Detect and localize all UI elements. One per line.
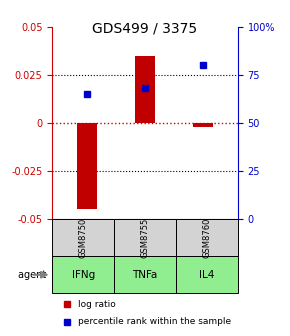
FancyBboxPatch shape: [114, 256, 176, 293]
Text: TNFa: TNFa: [132, 270, 158, 280]
FancyBboxPatch shape: [52, 219, 114, 256]
Text: GSM8760: GSM8760: [202, 217, 211, 258]
Text: agent: agent: [18, 270, 49, 280]
Bar: [193, 123, 213, 127]
FancyBboxPatch shape: [114, 219, 176, 256]
Bar: [77, 123, 97, 209]
Text: GDS499 / 3375: GDS499 / 3375: [93, 22, 197, 36]
Text: percentile rank within the sample: percentile rank within the sample: [78, 317, 231, 326]
FancyBboxPatch shape: [176, 256, 238, 293]
Text: log ratio: log ratio: [78, 300, 116, 309]
Text: GSM8750: GSM8750: [79, 217, 88, 258]
Text: IFNg: IFNg: [72, 270, 95, 280]
FancyBboxPatch shape: [52, 256, 114, 293]
Bar: [135, 56, 155, 123]
Text: GSM8755: GSM8755: [140, 217, 150, 258]
Text: IL4: IL4: [199, 270, 215, 280]
FancyBboxPatch shape: [176, 219, 238, 256]
